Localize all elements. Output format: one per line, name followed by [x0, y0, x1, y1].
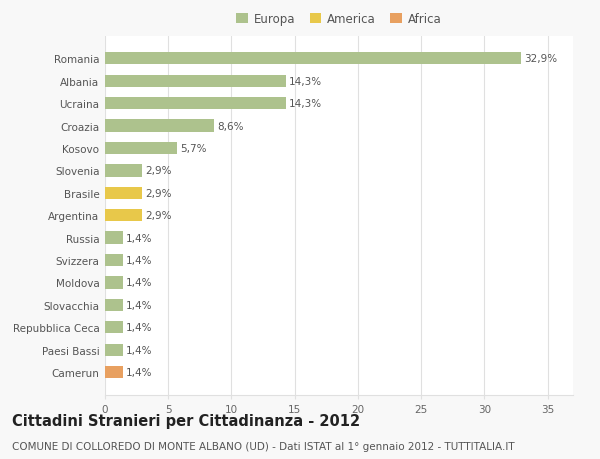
Bar [105, 299, 123, 311]
Bar [105, 210, 142, 222]
Text: 8,6%: 8,6% [217, 121, 244, 131]
Text: 1,4%: 1,4% [126, 323, 152, 333]
Legend: Europa, America, Africa: Europa, America, Africa [234, 11, 444, 28]
Bar [105, 165, 142, 177]
Text: 14,3%: 14,3% [289, 99, 322, 109]
Bar [105, 366, 123, 379]
Bar [105, 120, 214, 132]
Text: 1,4%: 1,4% [126, 278, 152, 288]
Text: 2,9%: 2,9% [145, 211, 172, 221]
Text: 1,4%: 1,4% [126, 256, 152, 265]
Text: 2,9%: 2,9% [145, 166, 172, 176]
Text: 1,4%: 1,4% [126, 300, 152, 310]
Text: 32,9%: 32,9% [524, 54, 557, 64]
Bar [105, 98, 286, 110]
Text: 2,9%: 2,9% [145, 188, 172, 198]
Bar [105, 321, 123, 334]
Bar [105, 187, 142, 200]
Text: 1,4%: 1,4% [126, 233, 152, 243]
Text: 5,7%: 5,7% [180, 144, 207, 154]
Text: COMUNE DI COLLOREDO DI MONTE ALBANO (UD) - Dati ISTAT al 1° gennaio 2012 - TUTTI: COMUNE DI COLLOREDO DI MONTE ALBANO (UD)… [12, 441, 515, 451]
Bar [105, 254, 123, 267]
Text: 1,4%: 1,4% [126, 367, 152, 377]
Bar [105, 232, 123, 244]
Bar [105, 53, 521, 65]
Bar [105, 344, 123, 356]
Bar [105, 277, 123, 289]
Text: 1,4%: 1,4% [126, 345, 152, 355]
Text: 14,3%: 14,3% [289, 77, 322, 86]
Text: Cittadini Stranieri per Cittadinanza - 2012: Cittadini Stranieri per Cittadinanza - 2… [12, 413, 360, 428]
Bar [105, 75, 286, 88]
Bar [105, 142, 177, 155]
